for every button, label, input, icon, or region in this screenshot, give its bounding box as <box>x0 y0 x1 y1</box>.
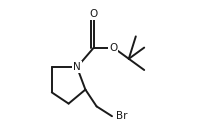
Text: O: O <box>90 9 98 19</box>
Text: N: N <box>73 62 81 72</box>
Text: Br: Br <box>116 111 128 121</box>
Text: O: O <box>109 43 118 53</box>
